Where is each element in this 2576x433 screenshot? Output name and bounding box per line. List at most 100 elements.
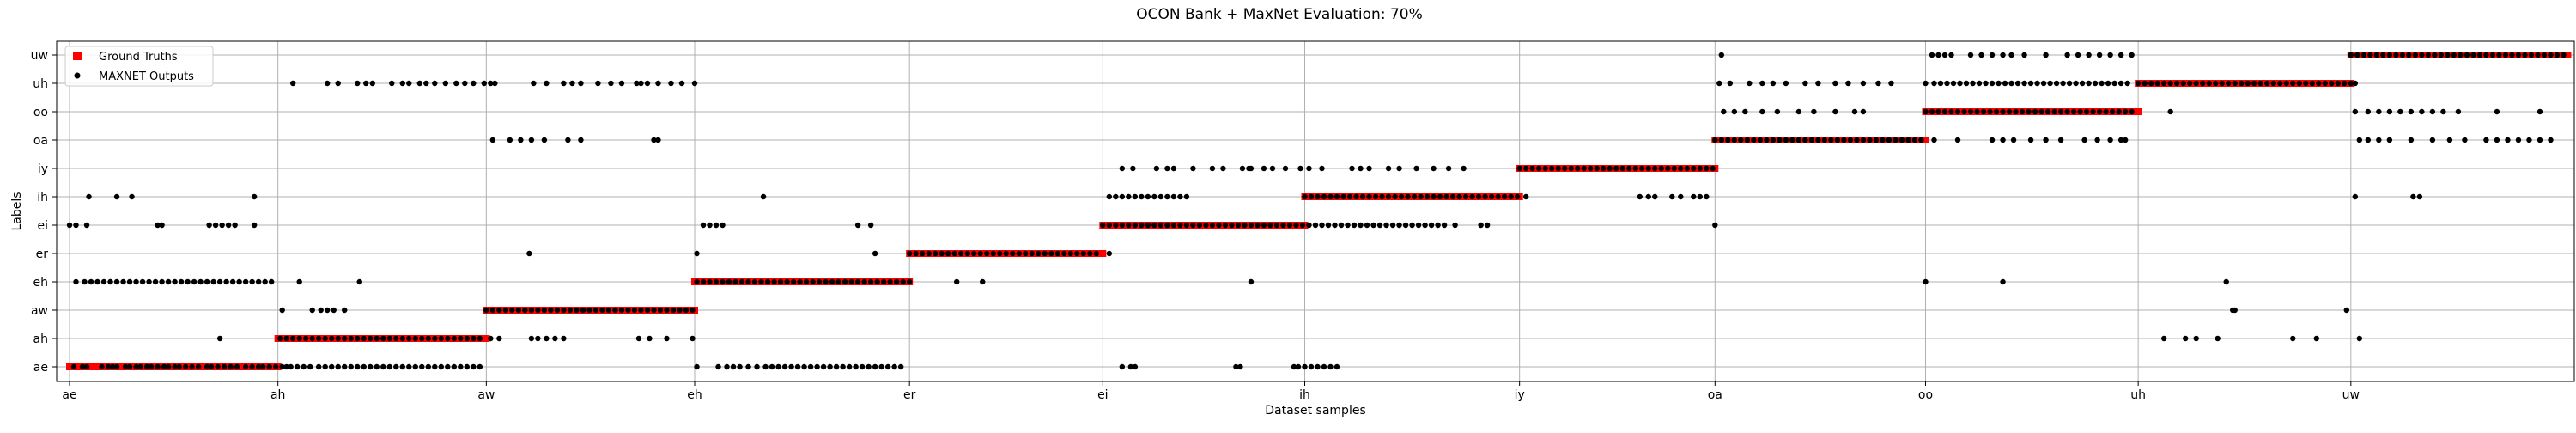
maxnet-point	[1319, 222, 1325, 229]
maxnet-point	[2107, 137, 2113, 143]
maxnet-point	[913, 250, 919, 257]
maxnet-point	[1867, 137, 1873, 143]
maxnet-point	[866, 363, 872, 370]
maxnet-point	[2047, 80, 2053, 87]
maxnet-point	[2335, 80, 2342, 87]
maxnet-point	[528, 307, 535, 314]
maxnet-point	[2410, 193, 2416, 200]
maxnet-point	[1815, 80, 1821, 87]
maxnet-point	[416, 80, 422, 87]
maxnet-point	[1911, 137, 1918, 143]
maxnet-point	[1364, 222, 1370, 229]
maxnet-point	[1886, 137, 1893, 143]
maxnet-point	[2251, 80, 2257, 87]
maxnet-point	[1435, 222, 1441, 229]
maxnet-point	[732, 278, 738, 285]
x-tick-label: oa	[1708, 388, 1722, 402]
maxnet-point	[276, 335, 283, 342]
maxnet-point	[694, 250, 700, 257]
maxnet-point	[2419, 52, 2425, 58]
maxnet-point	[2057, 137, 2064, 143]
maxnet-point	[1770, 137, 1777, 143]
maxnet-point	[1488, 193, 1495, 200]
maxnet-point	[2489, 52, 2496, 58]
maxnet-point	[605, 307, 612, 314]
maxnet-point	[1106, 222, 1113, 229]
maxnet-point	[737, 363, 743, 370]
maxnet-point	[307, 363, 313, 370]
maxnet-point	[1282, 165, 1289, 172]
maxnet-point	[2397, 108, 2403, 115]
maxnet-point	[159, 278, 165, 285]
maxnet-point	[535, 307, 541, 314]
maxnet-point	[380, 335, 386, 342]
x-tick-label: eh	[687, 388, 702, 402]
maxnet-point	[216, 335, 223, 342]
maxnet-point	[1067, 250, 1074, 257]
maxnet-point	[2142, 80, 2148, 87]
maxnet-point	[1899, 137, 1905, 143]
maxnet-point	[369, 80, 375, 87]
maxnet-point	[2096, 108, 2103, 115]
maxnet-point	[471, 80, 477, 87]
maxnet-point	[216, 278, 223, 285]
maxnet-point	[1873, 137, 1880, 143]
maxnet-point	[1437, 193, 1443, 200]
maxnet-point	[769, 363, 775, 370]
maxnet-point	[2167, 80, 2173, 87]
grid-layer	[57, 41, 2574, 381]
maxnet-point	[1106, 250, 1113, 257]
maxnet-point	[1315, 193, 1321, 200]
maxnet-point	[1273, 222, 1280, 229]
maxnet-point	[221, 363, 228, 370]
maxnet-point	[655, 137, 661, 143]
maxnet-point	[1671, 165, 1677, 172]
maxnet-point	[724, 363, 730, 370]
maxnet-point	[1731, 137, 1738, 143]
maxnet-point	[816, 278, 823, 285]
maxnet-point	[225, 222, 232, 229]
maxnet-point	[189, 363, 195, 370]
maxnet-point	[425, 335, 431, 342]
maxnet-point	[1697, 193, 1704, 200]
maxnet-point	[471, 363, 477, 370]
maxnet-point	[835, 278, 841, 285]
maxnet-point	[2313, 335, 2319, 342]
maxnet-point	[926, 250, 932, 257]
maxnet-point	[2064, 52, 2070, 58]
maxnet-point	[997, 250, 1003, 257]
maxnet-point	[399, 363, 405, 370]
maxnet-point	[126, 363, 133, 370]
maxnet-point	[1190, 165, 1196, 172]
maxnet-point	[301, 363, 307, 370]
maxnet-point	[1153, 165, 1160, 172]
maxnet-point	[1054, 250, 1060, 257]
maxnet-point	[228, 363, 234, 370]
y-tick-label: er	[36, 247, 49, 261]
maxnet-point	[1948, 52, 1954, 58]
maxnet-point	[2515, 137, 2522, 143]
maxnet-point	[2006, 108, 2013, 115]
maxnet-point	[872, 363, 878, 370]
maxnet-point	[751, 278, 758, 285]
maxnet-point	[1795, 137, 1802, 143]
maxnet-point	[2117, 137, 2124, 143]
maxnet-point	[477, 363, 483, 370]
maxnet-point	[462, 80, 468, 87]
maxnet-point	[932, 250, 939, 257]
maxnet-point	[2360, 52, 2367, 58]
maxnet-point	[100, 278, 107, 285]
maxnet-point	[1359, 193, 1366, 200]
maxnet-point	[2440, 108, 2446, 115]
maxnet-point	[1315, 363, 1321, 370]
maxnet-point	[1495, 193, 1501, 200]
maxnet-point	[977, 250, 983, 257]
maxnet-point	[155, 222, 161, 229]
maxnet-point	[1255, 222, 1261, 229]
maxnet-point	[1428, 222, 1435, 229]
maxnet-point	[964, 250, 970, 257]
maxnet-point	[2077, 108, 2083, 115]
maxnet-point	[1177, 222, 1183, 229]
maxnet-point	[771, 278, 777, 285]
maxnet-point	[2070, 108, 2077, 115]
